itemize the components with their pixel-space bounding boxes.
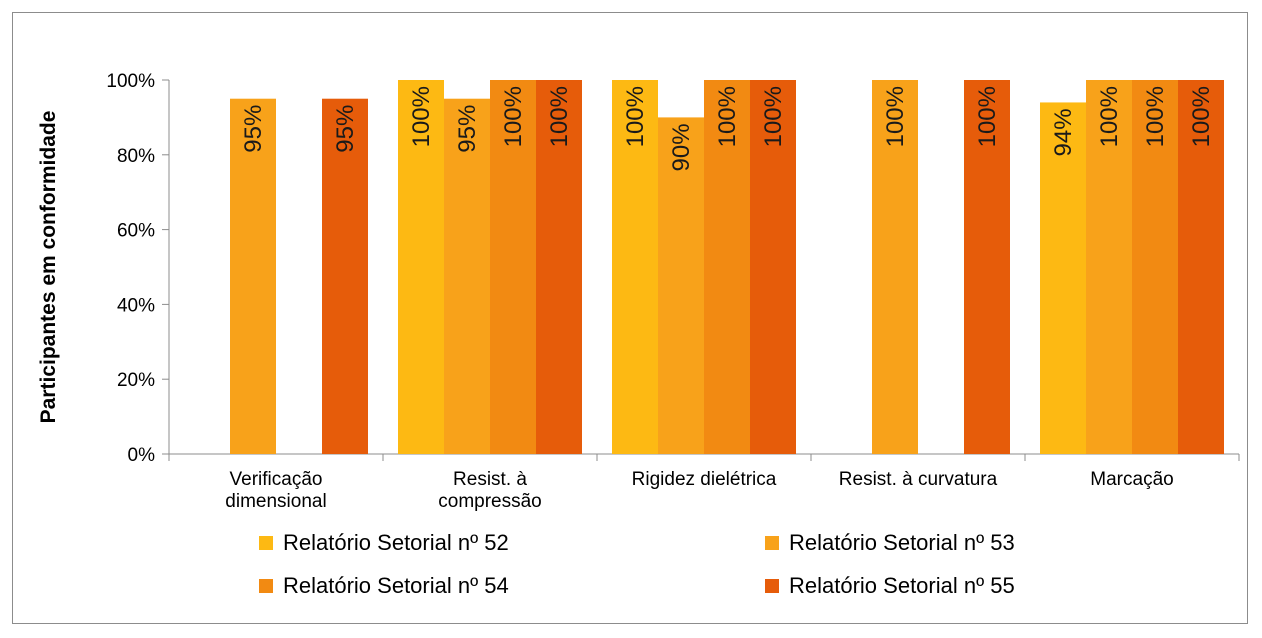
bars xyxy=(230,80,1224,455)
data-label: 100% xyxy=(974,86,1001,147)
legend-swatch xyxy=(765,579,779,593)
bar xyxy=(612,80,658,454)
y-tick-label: 0% xyxy=(128,445,156,466)
axes: 0% 20% 40% 60% 80% 100% Verificação dimensional… xyxy=(106,71,1240,512)
bar xyxy=(490,80,536,454)
y-tick-label: 100% xyxy=(106,71,155,92)
y-axis-title: Participantes em conformidade xyxy=(37,111,60,424)
chart-frame: 0% 20% 40% 60% 80% 100% Verificação dimensional… xyxy=(12,12,1248,624)
y-tick-label: 20% xyxy=(117,370,155,391)
data-label: 94% xyxy=(1050,108,1077,156)
bar xyxy=(444,98,490,454)
data-label: 95% xyxy=(332,105,359,153)
data-label: 100% xyxy=(546,86,573,147)
x-category-label: Marcação xyxy=(1090,469,1173,490)
data-label: 100% xyxy=(882,86,909,147)
data-label: 100% xyxy=(1096,86,1123,147)
bar xyxy=(964,80,1010,454)
data-label: 100% xyxy=(760,86,787,147)
bar xyxy=(536,80,582,454)
legend: Relatório Setorial nº 52 Relatório Setori… xyxy=(259,530,1015,598)
bar xyxy=(872,80,918,454)
bar xyxy=(322,98,368,454)
x-category-label: Rigidez dielétrica xyxy=(632,469,777,490)
data-label: 100% xyxy=(622,86,649,147)
bar xyxy=(1178,80,1224,454)
data-label: 100% xyxy=(1142,86,1169,147)
legend-swatch xyxy=(259,579,273,593)
x-category-label: Resist. à curvatura xyxy=(839,469,998,490)
data-label: 90% xyxy=(668,123,695,171)
data-label: 100% xyxy=(1188,86,1215,147)
legend-label: Relatório Setorial nº 54 xyxy=(283,573,509,598)
data-label: 100% xyxy=(714,86,741,147)
bar xyxy=(230,98,276,454)
bar xyxy=(658,117,704,455)
legend-swatch xyxy=(259,536,273,550)
data-labels: 95% 95% 100% 95% 100% 100% 100% 90% 100% 100% 100%… xyxy=(240,86,1215,171)
y-tick-label: 40% xyxy=(117,295,155,316)
y-tick-label: 60% xyxy=(117,221,155,242)
bar-chart: 0% 20% 40% 60% 80% 100% Verificação dimensional… xyxy=(37,71,1240,598)
bar xyxy=(1132,80,1178,454)
legend-label: Relatório Setorial nº 53 xyxy=(789,530,1015,555)
legend-swatch xyxy=(765,536,779,550)
legend-label: Relatório Setorial nº 52 xyxy=(283,530,509,555)
bar xyxy=(750,80,796,454)
bar xyxy=(398,80,444,454)
y-tick-label: 80% xyxy=(117,146,155,167)
data-label: 95% xyxy=(240,105,267,153)
x-category-label: Verificação dimensional xyxy=(225,469,326,512)
x-category-label: Resist. à compressão xyxy=(438,469,542,512)
bar xyxy=(1040,102,1086,454)
bar xyxy=(704,80,750,454)
data-label: 100% xyxy=(408,86,435,147)
bar xyxy=(1086,80,1132,454)
data-label: 95% xyxy=(454,105,481,153)
data-label: 100% xyxy=(500,86,527,147)
legend-label: Relatório Setorial nº 55 xyxy=(789,573,1015,598)
